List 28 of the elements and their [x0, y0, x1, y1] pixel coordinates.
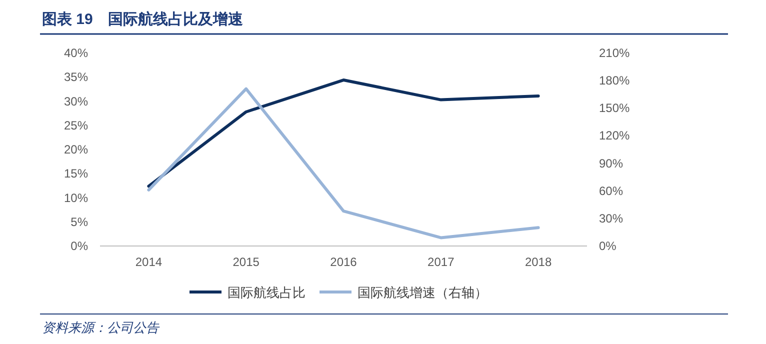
x-tick-label: 2016 [330, 255, 358, 269]
x-tick-label: 2017 [428, 255, 455, 269]
y-tick-label: 25% [64, 118, 88, 132]
line-series [147, 78, 540, 188]
y2-tick-label: 120% [599, 128, 630, 143]
y2-tick-label: 150% [599, 101, 630, 116]
x-tick-label: 2014 [135, 255, 162, 269]
y2-tick-label: 0% [599, 239, 617, 253]
x-tick-label: 2015 [232, 255, 260, 269]
legend-label: 国际航线占比 [228, 285, 306, 300]
text: 资料来源：公司公告 [42, 320, 160, 335]
y-tick-label: 5% [70, 214, 88, 229]
y2-tick-label: 210% [599, 46, 630, 60]
chart-title: 图表 19 国际航线占比及增速 [42, 10, 244, 28]
x-tick-label: 2018 [524, 255, 552, 269]
y2-tick-label: 180% [599, 74, 630, 88]
y-tick-label: 15% [64, 166, 88, 181]
line-series [147, 87, 540, 240]
y2-tick-label: 60% [599, 184, 624, 198]
y-tick-label: 40% [64, 46, 88, 60]
y-tick-label: 0% [70, 239, 88, 253]
y-tick-label: 10% [64, 190, 88, 205]
y-tick-label: 20% [64, 142, 88, 156]
y-tick-label: 30% [64, 94, 88, 108]
y2-tick-label: 90% [599, 156, 624, 170]
y-tick-label: 35% [64, 70, 88, 84]
legend-label: 国际航线增速（右轴） [358, 285, 488, 300]
y2-tick-label: 30% [599, 211, 624, 226]
